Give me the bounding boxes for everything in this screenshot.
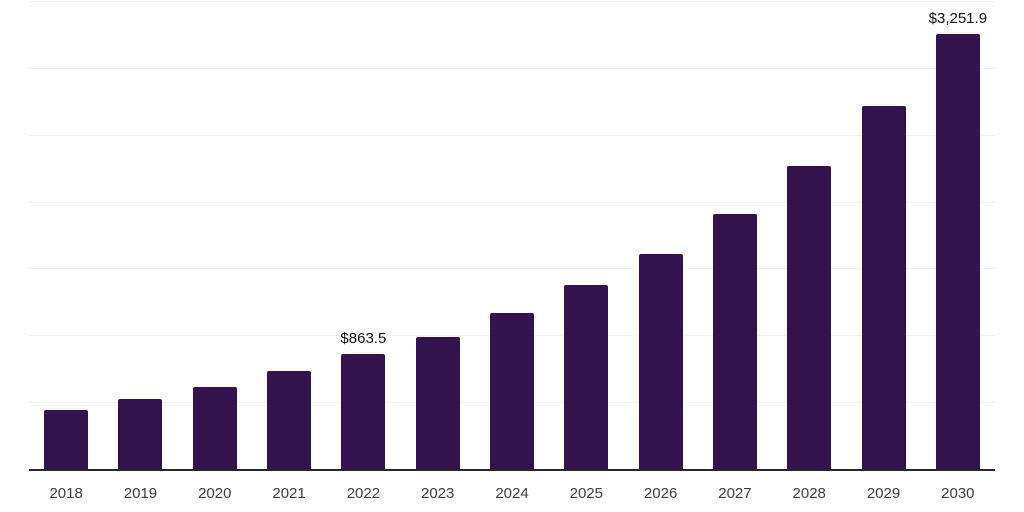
x-tick-label-2018: 2018 [49,485,83,502]
x-tick-label-2021: 2021 [272,485,306,502]
bar-2018 [44,410,89,469]
bar-2027 [712,214,757,469]
gridline [29,134,995,136]
x-tick-label-2030: 2030 [941,485,975,502]
x-tick-label-2027: 2027 [718,485,752,502]
bar-2025 [564,285,609,469]
x-tick-label-2020: 2020 [198,485,232,502]
x-tick-label-2023: 2023 [421,485,455,502]
x-axis-line [29,469,995,471]
data-label-2022: $863.5 [340,329,387,347]
bar-2022 [341,353,386,469]
bar-2020 [192,386,237,469]
x-tick-label-2028: 2028 [792,485,826,502]
bar-2023 [415,336,460,469]
bar-2019 [118,398,163,469]
x-tick-label-2025: 2025 [569,485,603,502]
bar-2029 [861,105,906,469]
gridline [29,201,995,203]
data-label-2030: $3,251.9 [928,10,988,28]
x-tick-label-2029: 2029 [866,485,901,502]
x-tick-label-2026: 2026 [643,485,678,502]
bar-2028 [787,165,832,469]
bar-2026 [638,254,683,469]
bar-2024 [490,312,534,469]
x-tick-label-2019: 2019 [123,485,158,502]
gridline [29,67,995,69]
x-tick-label-2024: 2024 [495,485,529,502]
x-tick-label-2022: 2022 [346,485,381,502]
x-axis-labels: 2018 2019 2020 2021 2022 2023 2024 2025 2026 2027… [0,485,1024,505]
bar-2021 [267,371,312,469]
plot-area: $863.5 $3,251.9 [29,1,995,469]
gridline [29,268,995,270]
gridline [29,1,995,2]
bar-2030 [935,34,980,469]
